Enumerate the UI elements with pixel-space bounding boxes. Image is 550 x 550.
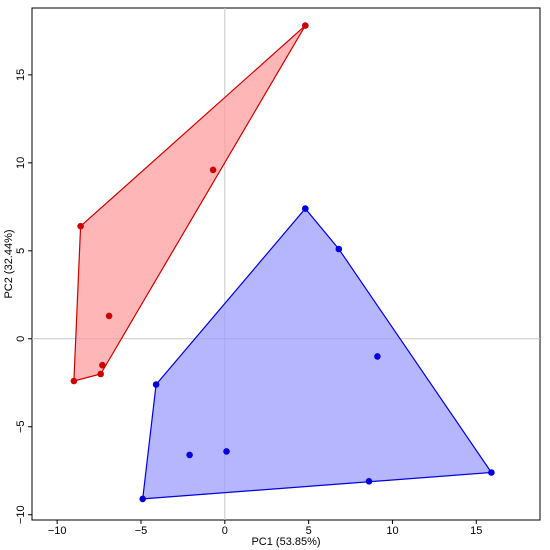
y-axis-ticks: −10 −5 0 5 10 15 [15,69,32,524]
cluster-1-point-1 [302,22,309,29]
x-tick-label: 5 [306,525,312,537]
x-axis-ticks: −10 −5 0 5 10 15 [48,520,482,537]
cluster-2-point-7 [186,451,193,459]
y-tick-label: −10 [15,505,27,524]
cluster-2-point-8 [223,448,230,455]
x-tick-label: −10 [48,525,67,537]
x-tick-label: −5 [135,525,148,537]
cluster-2-point-3 [374,353,381,360]
cluster-1-point-6 [97,370,104,378]
cluster-1-point-2 [209,166,217,174]
x-tick-label: 0 [222,525,228,537]
cluster-2-point-9 [152,381,160,388]
y-tick-label: 0 [15,336,27,342]
y-tick-label: 10 [15,157,27,169]
cluster-2-point-4 [488,469,495,476]
cluster-2-point-5 [365,478,373,485]
y-tick-label: −5 [15,420,27,433]
cluster-2-point-2 [335,245,343,253]
y-tick-label: 15 [15,69,27,81]
y-tick-label: 5 [15,248,27,254]
cluster-2-point-1 [302,205,309,212]
cluster-1-point-5 [99,361,106,369]
cluster-1-point-3 [77,222,84,230]
y-axis-title: PC2 (32.44%) [3,229,15,298]
x-tick-label: 10 [386,525,398,537]
cluster-hulls [73,25,493,500]
x-axis-title: PC1 (53.85%) [251,536,320,548]
cluster-1-point-4 [105,312,113,320]
cluster-1-point-7 [70,377,78,385]
plot-frame [31,7,541,521]
cluster-2-point-6 [139,495,146,503]
x-tick-label: 15 [470,525,482,537]
data-points [70,22,495,503]
cluster-2-hull [142,207,493,500]
